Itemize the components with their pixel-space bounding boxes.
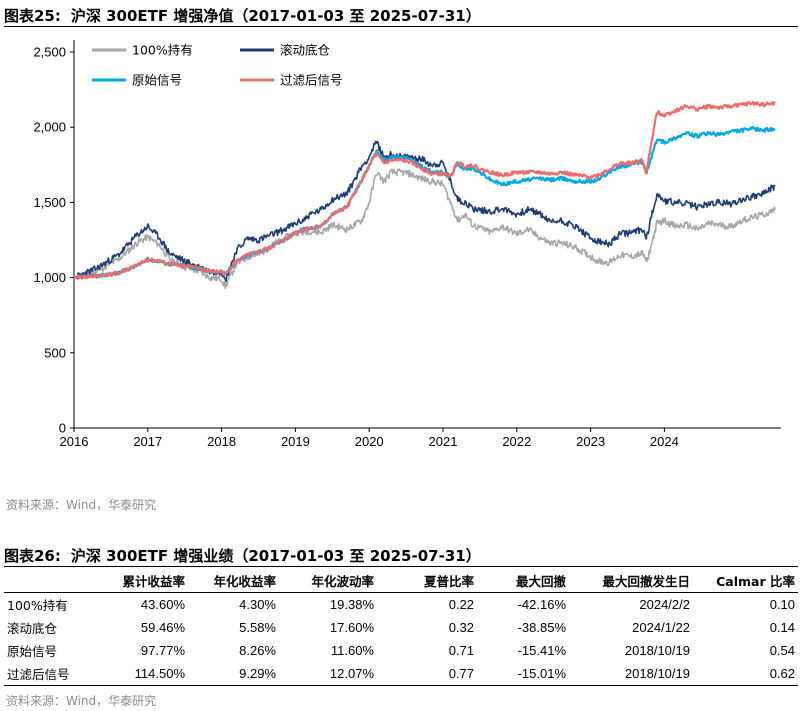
table-row: 滚动底仓 59.46% 5.58% 17.60% 0.32 -38.85% 20…	[4, 616, 798, 639]
table-header-cell: 最大回撤	[477, 569, 569, 593]
table-cell: 12.07%	[279, 662, 377, 686]
table-row: 原始信号 97.77% 8.26% 11.60% 0.71 -15.41% 20…	[4, 639, 798, 662]
x-tick-label: 2024	[650, 434, 679, 449]
table-cell: -15.01%	[477, 662, 569, 686]
table-cell: 过滤后信号	[4, 662, 110, 686]
x-tick-label: 2023	[576, 434, 605, 449]
table-header-cell	[4, 569, 110, 593]
table-cell: 0.62	[693, 662, 798, 686]
table-cell: 11.60%	[330, 643, 374, 658]
legend-label: 过滤后信号	[280, 73, 343, 88]
y-tick-label: 1,500	[33, 195, 66, 210]
series-line-2	[73, 140, 776, 283]
table-cell: 114.50%	[110, 662, 188, 686]
table-cell: 2024/1/22	[632, 620, 690, 635]
x-tick-label: 2018	[207, 434, 236, 449]
table-cell: 9.29%	[188, 662, 279, 686]
table-cell: 0.22	[448, 597, 474, 612]
table-title: 图表26: 沪深 300ETF 增强业绩（2017-01-03 至 2025-07…	[4, 545, 798, 567]
table-header-cell: 年化收益率	[188, 569, 279, 593]
table-cell: 2024/2/2	[639, 597, 690, 612]
table-cell: 2018/10/19	[569, 662, 693, 686]
x-tick-label: 2017	[133, 434, 162, 449]
x-tick-label: 2016	[60, 434, 89, 449]
table-cell: 0.10	[769, 597, 795, 612]
table-source: 资料来源：Wind，华泰研究	[6, 694, 157, 708]
table-title-text: 沪深 300ETF 增强业绩（2017-01-03 至 2025-07-31）	[70, 547, 481, 565]
legend-label: 原始信号	[132, 73, 182, 88]
nav-line-chart: 0 500 1,000 1,500 2,000 2,500 2016 2017 2018 2019…	[33, 40, 781, 449]
table-row: 过滤后信号 114.50% 9.29% 12.07% 0.77 -15.01% …	[4, 662, 798, 686]
y-tick-label: 500	[44, 345, 66, 360]
table-cell: 0.77	[377, 662, 477, 686]
table-cell: 5.58%	[239, 620, 276, 635]
table-cell: 100%持有	[7, 598, 68, 613]
table-row: 100%持有 43.60% 4.30% 19.38% 0.22 -42.16% …	[4, 593, 798, 617]
table-cell: 滚动底仓	[7, 621, 58, 636]
table-cell: 0.32	[448, 620, 474, 635]
table-header-cell: 年化波动率	[279, 569, 377, 593]
table-header-cell: Calmar 比率	[693, 569, 798, 593]
x-tick-label: 2019	[281, 434, 310, 449]
figure-title-text: 沪深 300ETF 增强净值（2017-01-03 至 2025-07-31）	[70, 7, 481, 25]
x-tick-label: 2020	[355, 434, 384, 449]
table-cell: 17.60%	[329, 620, 374, 635]
figure-source: 资料来源：Wind，华泰研究	[6, 498, 157, 512]
table-cell: 8.26%	[239, 643, 276, 658]
table-header-row: 累计收益率 年化收益率 年化波动率 夏普比率 最大回撤 最大回撤发生日 Calm…	[4, 569, 798, 593]
table-cell: 97.77%	[140, 643, 185, 658]
table-label: 图表26:	[4, 547, 61, 565]
x-tick-label: 2022	[502, 434, 531, 449]
table-cell: -42.16%	[517, 597, 566, 612]
series-line-4	[73, 101, 776, 280]
y-tick-label: 1,000	[33, 270, 66, 285]
y-tick-label: 0	[59, 421, 66, 436]
table-cell: -38.85%	[517, 620, 566, 635]
y-tick-label: 2,000	[33, 120, 66, 135]
legend-label: 滚动底仓	[280, 43, 331, 58]
table-cell: 19.38%	[329, 597, 374, 612]
legend-label: 100%持有	[132, 43, 193, 58]
table-cell: 59.46%	[140, 620, 185, 635]
table-cell: 2018/10/19	[624, 643, 690, 658]
table-cell: 0.71	[448, 643, 474, 658]
table-cell: 0.54	[769, 643, 795, 658]
table-cell: 43.60%	[140, 597, 185, 612]
table-header-cell: 最大回撤发生日	[569, 569, 693, 593]
y-tick-label: 2,500	[33, 45, 66, 60]
table-cell: 原始信号	[7, 644, 58, 659]
table-cell: -15.41%	[517, 643, 566, 658]
x-tick-label: 2021	[429, 434, 458, 449]
table-header-cell: 累计收益率	[110, 569, 188, 593]
table-cell: 4.30%	[239, 597, 276, 612]
performance-table: 累计收益率 年化收益率 年化波动率 夏普比率 最大回撤 最大回撤发生日 Calm…	[4, 569, 798, 686]
table-cell: 0.14	[769, 620, 795, 635]
series-line-3	[73, 126, 776, 279]
figure-label: 图表25:	[4, 7, 61, 25]
table-header-cell: 夏普比率	[377, 569, 477, 593]
series-line-1	[73, 168, 776, 290]
figure-title: 图表25: 沪深 300ETF 增强净值（2017-01-03 至 2025-07…	[4, 5, 798, 27]
